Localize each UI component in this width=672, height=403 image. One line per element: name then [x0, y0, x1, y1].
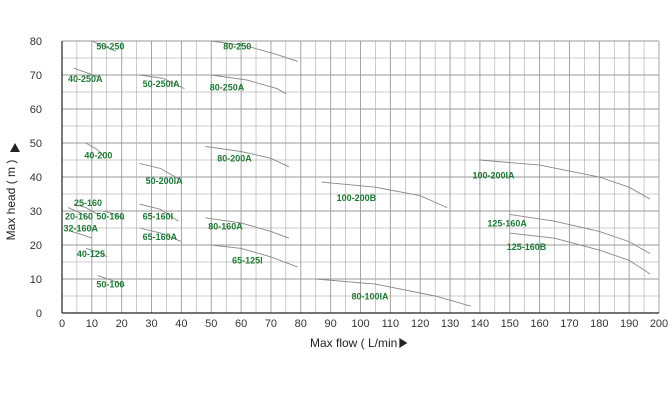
y-tick-label: 30: [30, 206, 42, 218]
x-tick-label: 190: [620, 318, 638, 330]
x-tick-label: 90: [325, 318, 337, 330]
y-tick-label: 10: [30, 274, 42, 286]
x-axis-arrow-icon: [399, 338, 408, 348]
y-tick-label: 0: [36, 308, 42, 320]
x-tick-label: 60: [235, 318, 247, 330]
curve-25-160: [73, 203, 99, 215]
curve-80-250a: [211, 74, 287, 95]
curve-40-200: [85, 142, 105, 157]
x-tick-label: 40: [175, 318, 187, 330]
tick-labels: 0 10 20 30 40 50 60 70 80 90 100 110 120 130 140 150 160…: [30, 36, 668, 330]
curve-label-25-160: 25-160: [74, 198, 102, 208]
x-tick-label: 10: [86, 318, 98, 330]
curve-label-65-125i: 65-125I: [232, 256, 263, 266]
curve-80-250: [211, 40, 298, 62]
x-axis-title: Max flow ( L/min: [310, 336, 397, 350]
y-axis-arrow-icon: [10, 143, 20, 152]
curve-65-160i: [139, 203, 179, 222]
x-tick-label: 70: [265, 318, 277, 330]
pump-curves: [67, 40, 651, 307]
y-axis-title: Max head ( m ): [4, 160, 18, 241]
x-tick-label: 80: [295, 318, 307, 330]
curve-label-50-160: 50-160: [96, 212, 124, 222]
curve-20-160: [67, 207, 90, 219]
y-tick-label: 40: [30, 172, 42, 184]
x-tick-label: 150: [501, 318, 519, 330]
curve-50-250: [91, 40, 116, 52]
curve-65-125i: [211, 244, 298, 268]
y-tick-label: 60: [30, 104, 42, 116]
curve-80-100ia: [315, 278, 472, 307]
grid-lines: [61, 40, 660, 314]
x-tick-label: 110: [382, 318, 400, 330]
curve-label-125-160a: 125-160A: [487, 218, 527, 228]
curve-32-160a: [70, 230, 92, 239]
curve-label-125-160b: 125-160B: [507, 242, 547, 252]
y-tick-label: 20: [30, 240, 42, 252]
curve-50-250ia: [139, 74, 185, 90]
curve-80-200a: [205, 145, 290, 168]
curve-label-50-100: 50-100: [96, 280, 124, 290]
x-tick-label: 30: [145, 318, 157, 330]
curve-label-80-200a: 80-200A: [217, 154, 252, 164]
y-axis-title-group: Max head ( m ): [4, 143, 20, 240]
curve-50-200ia: [139, 162, 179, 180]
curve-40-125: [85, 247, 108, 258]
x-tick-label: 20: [116, 318, 128, 330]
curve-125-160a: [509, 213, 651, 254]
y-tick-label: 80: [30, 36, 42, 48]
curve-label-50-250: 50-250: [96, 42, 124, 52]
x-tick-label: 140: [471, 318, 489, 330]
x-tick-label: 180: [590, 318, 608, 330]
x-tick-label: 100: [351, 318, 369, 330]
x-tick-label: 0: [59, 318, 65, 330]
x-tick-label: 170: [560, 318, 578, 330]
curve-80-160a: [205, 217, 290, 239]
curve-label-32-160a: 32-160A: [63, 223, 98, 233]
y-tick-label: 50: [30, 138, 42, 150]
curve-label-50-250ia: 50-250IA: [143, 79, 181, 89]
curve-label-80-250a: 80-250A: [210, 82, 245, 92]
x-tick-label: 50: [205, 318, 217, 330]
x-tick-label: 160: [530, 318, 548, 330]
curve-100-200ia: [479, 159, 651, 200]
x-tick-label: 120: [411, 318, 429, 330]
curve-label-100-200ia: 100-200IA: [472, 171, 515, 181]
curve-100-200b: [321, 181, 448, 209]
x-tick-label: 200: [650, 318, 668, 330]
curve-label-40-250a: 40-250A: [68, 74, 103, 84]
curve-40-250a: [73, 67, 98, 78]
curve-label-65-160i: 65-160I: [143, 212, 174, 222]
curve-50-160: [103, 210, 125, 220]
curve-125-160b: [509, 232, 651, 275]
curve-label-20-160: 20-160: [65, 212, 93, 222]
x-tick-label: 130: [441, 318, 459, 330]
curve-label-80-160a: 80-160A: [208, 222, 243, 232]
y-tick-label: 70: [30, 70, 42, 82]
curve-label-40-200: 40-200: [84, 150, 112, 160]
curve-label-100-200b: 100-200B: [337, 193, 377, 203]
curve-50-100: [97, 275, 125, 287]
curve-labels: 50-250 80-250 40-250A 50-250IA 80-250A 40-200…: [63, 42, 546, 302]
curve-label-80-250: 80-250: [223, 42, 251, 52]
curve-label-50-200ia: 50-200IA: [146, 176, 184, 186]
curve-label-80-100ia: 80-100IA: [352, 291, 390, 301]
curve-label-40-125: 40-125: [77, 249, 105, 259]
curve-65-160a: [139, 227, 182, 243]
curve-label-65-160a: 65-160A: [143, 232, 178, 242]
